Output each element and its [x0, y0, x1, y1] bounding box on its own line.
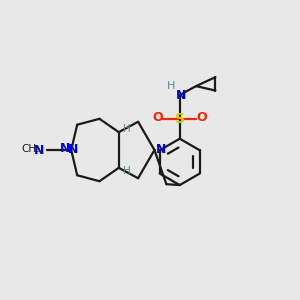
Text: O: O	[153, 111, 163, 124]
Text: N: N	[59, 142, 70, 155]
Text: CH₃: CH₃	[22, 143, 41, 154]
Text: N: N	[34, 143, 44, 157]
Text: O: O	[196, 111, 207, 124]
Text: H: H	[167, 81, 176, 91]
Text: H: H	[123, 167, 131, 176]
Text: N: N	[176, 89, 186, 102]
Text: H: H	[123, 124, 131, 134]
Text: S: S	[175, 112, 185, 126]
Text: N: N	[156, 142, 166, 156]
Text: N: N	[68, 143, 78, 156]
